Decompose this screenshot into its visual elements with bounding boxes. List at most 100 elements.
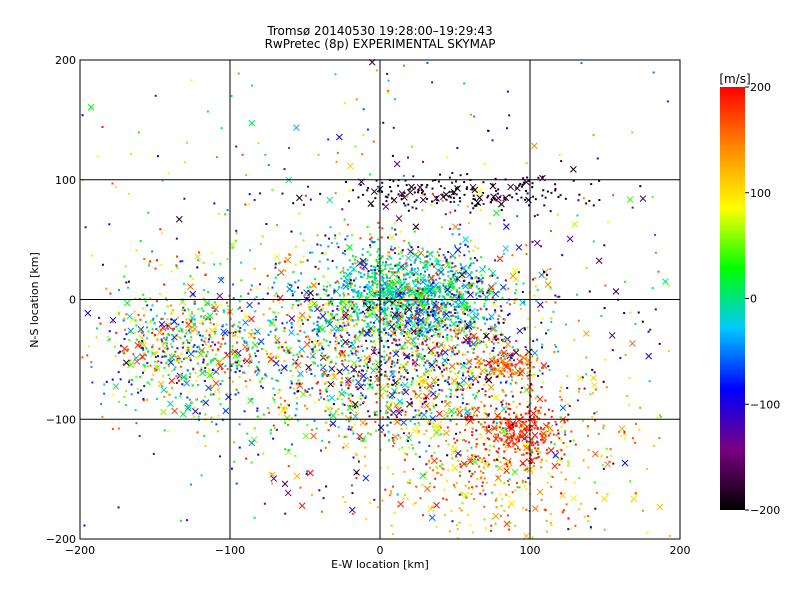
data-point-dot [535, 457, 538, 460]
data-point-dot [581, 419, 584, 422]
data-point-dot [504, 279, 507, 282]
data-point-dot [401, 446, 404, 449]
data-point-dot [310, 493, 313, 496]
data-point-dot [519, 182, 522, 185]
data-point-dot [403, 334, 406, 337]
data-point-dot [473, 326, 476, 329]
data-point-dot [162, 374, 165, 377]
data-point-dot [156, 155, 159, 158]
data-point-dot [383, 307, 386, 310]
data-point-dot [388, 277, 391, 280]
data-point-dot [369, 379, 372, 382]
data-point-dot [415, 485, 418, 488]
data-point-dot [424, 309, 427, 312]
data-point-dot [207, 345, 210, 348]
data-point-x [319, 326, 326, 333]
data-point-dot [471, 188, 474, 191]
data-point-dot [520, 185, 523, 188]
data-point-dot [503, 463, 506, 466]
data-point-dot [426, 255, 429, 258]
data-point-dot [506, 371, 509, 374]
data-point-dot [170, 318, 173, 321]
data-point-dot [438, 310, 441, 313]
data-point-dot [483, 505, 486, 508]
data-point-dot [472, 292, 475, 295]
data-point-dot [316, 364, 319, 367]
data-point-dot [413, 230, 416, 233]
data-point-dot [149, 260, 152, 263]
data-point-dot [202, 297, 205, 300]
data-point-dot [166, 347, 169, 350]
data-point-dot [463, 325, 466, 328]
data-point-dot [495, 497, 498, 500]
data-point-dot [520, 453, 523, 456]
data-point-dot [262, 452, 265, 455]
data-point-dot [451, 415, 454, 418]
data-point-dot [554, 189, 557, 192]
data-point-dot [535, 448, 538, 451]
data-point-dot [499, 493, 502, 496]
data-point-dot [461, 493, 464, 496]
data-point-dot [227, 311, 230, 314]
data-point-dot [363, 302, 366, 305]
data-point-dot [363, 384, 366, 387]
data-point-dot [525, 162, 528, 165]
data-point-dot [472, 194, 475, 197]
data-point-dot [177, 335, 180, 338]
data-point-x [349, 341, 357, 349]
data-point-dot [385, 275, 388, 278]
data-point-dot [322, 275, 325, 278]
data-point-dot [329, 341, 332, 344]
data-point-dot [396, 301, 399, 304]
data-point-dot [315, 349, 318, 352]
data-point-dot [269, 320, 272, 323]
data-point-dot [149, 297, 152, 300]
data-point-dot [296, 419, 299, 422]
data-point-dot [342, 275, 345, 278]
data-point-dot [437, 378, 440, 381]
data-point-dot [464, 353, 467, 356]
data-point-dot [435, 343, 438, 346]
data-point-dot [494, 409, 497, 412]
data-point-dot [455, 481, 458, 484]
data-point-x [502, 194, 510, 202]
data-point-dot [176, 325, 179, 328]
data-point-x [618, 425, 626, 432]
data-point-x [490, 424, 498, 432]
data-point-dot [467, 290, 470, 293]
data-point-dot [392, 201, 395, 204]
data-point-dot [477, 202, 480, 205]
data-point-dot [302, 261, 305, 264]
data-point-dot [365, 316, 368, 319]
data-point-dot [587, 515, 590, 518]
data-point-dot [341, 381, 344, 384]
data-point-dot [404, 179, 407, 182]
data-point-x [492, 394, 500, 401]
data-point-dot [547, 422, 550, 425]
data-point-dot [458, 233, 461, 236]
data-point-dot [445, 367, 448, 370]
data-point-dot [353, 301, 356, 304]
data-point-dot [573, 338, 576, 341]
data-point-dot [424, 368, 427, 371]
data-point-x [288, 315, 296, 322]
data-point-dot [237, 307, 240, 310]
data-point-dot [417, 421, 420, 424]
data-point-dot [522, 507, 525, 510]
data-point-dot [361, 319, 364, 322]
data-point-dot [339, 302, 342, 305]
data-point-dot [547, 434, 550, 437]
data-point-dot [603, 307, 606, 310]
data-point-dot [374, 413, 377, 416]
data-point-dot [329, 423, 332, 426]
data-point-dot [488, 449, 491, 452]
data-point-dot [519, 391, 522, 394]
data-point-dot [469, 337, 472, 340]
data-point-dot [196, 266, 199, 269]
data-point-dot [192, 415, 195, 418]
data-point-dot [479, 478, 482, 481]
data-point-x [487, 283, 495, 291]
data-point-dot [425, 336, 428, 339]
data-point-dot [533, 294, 536, 297]
data-point-dot [527, 412, 530, 415]
